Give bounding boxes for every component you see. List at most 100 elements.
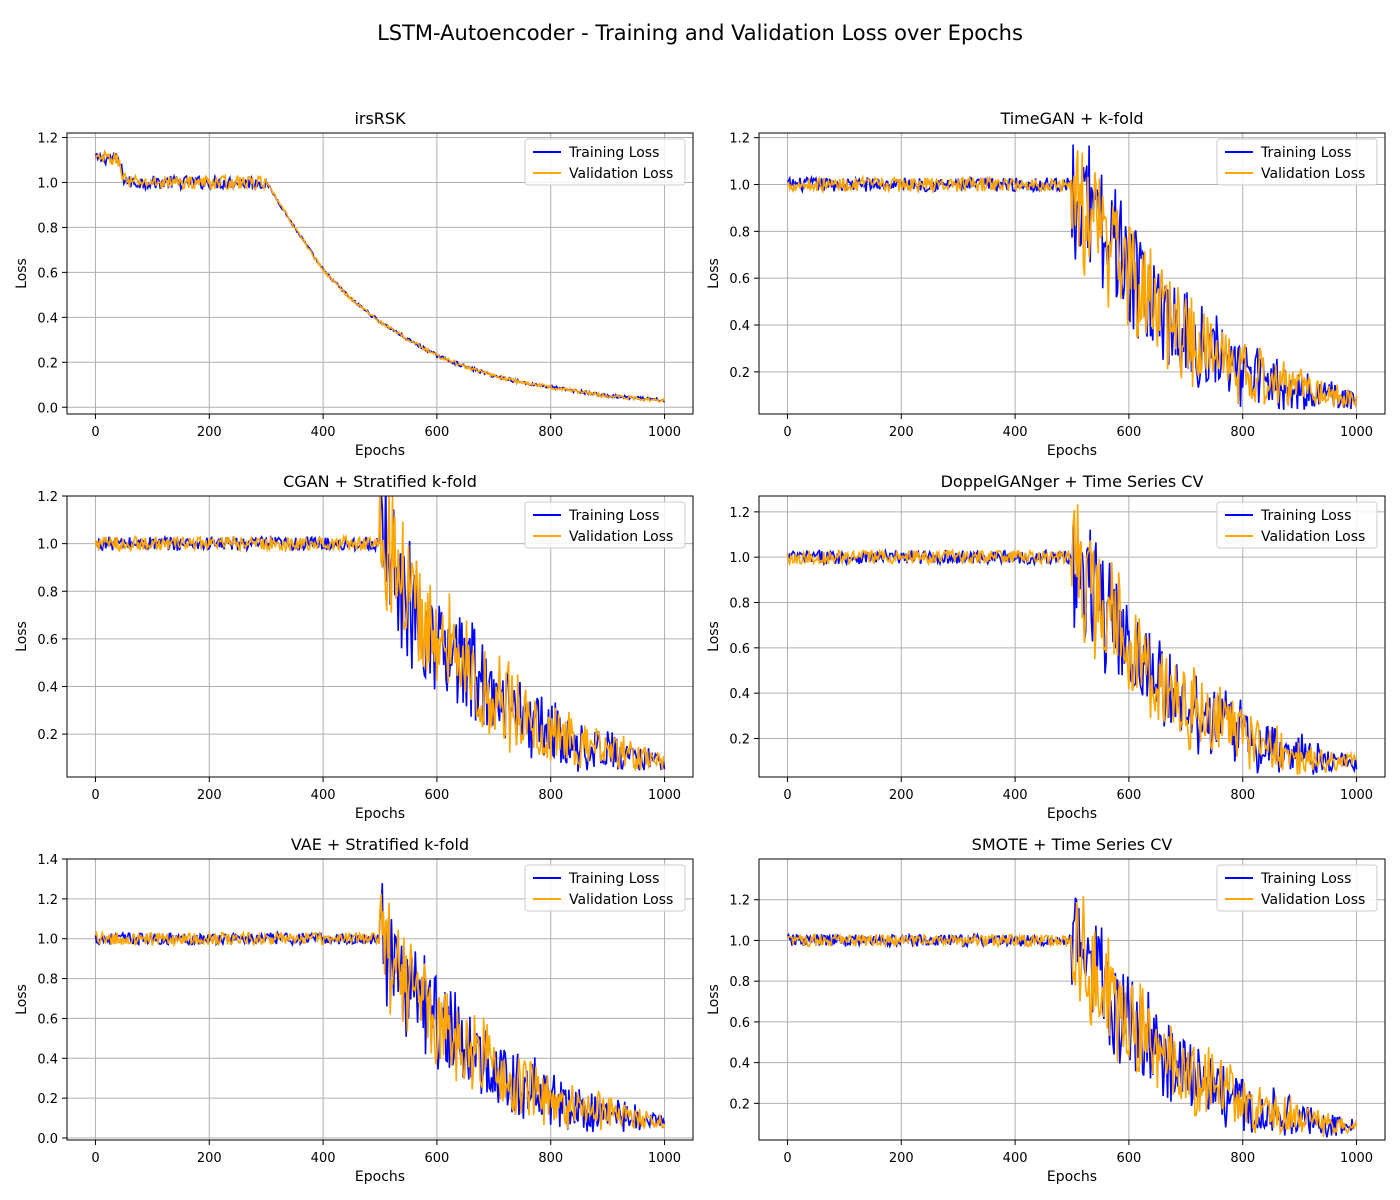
subplot-title: TimeGAN + k-fold (999, 109, 1143, 128)
x-tick-label: 800 (538, 425, 563, 440)
plot-frame (758, 132, 1386, 415)
x-tick-label: 400 (311, 425, 336, 440)
y-tick-label: 0.4 (37, 1052, 58, 1067)
y-tick-label: 0.8 (729, 975, 750, 990)
legend-label: Validation Loss (569, 166, 673, 182)
x-tick-label: 0 (91, 425, 99, 440)
y-tick-label: 1.2 (37, 893, 58, 908)
y-tick-label: 0.0 (37, 401, 58, 416)
legend-label: Training Loss (568, 508, 659, 524)
legend: Training Loss Validation Loss (524, 864, 686, 912)
y-tick-label: 0.8 (729, 597, 750, 612)
series-line-validation (94, 894, 666, 1131)
x-axis-label: Epochs (355, 443, 405, 459)
legend-box (524, 864, 686, 912)
subplot-title: SMOTE + Time Series CV (972, 835, 1173, 854)
x-tick-label: 600 (1116, 425, 1141, 440)
plot-frame (66, 858, 694, 1141)
subplot-4: 0 200 400 600 800 1000 0.2 0.4 0.6 0.8 1.0 1.2 Doppe… (706, 472, 1386, 822)
x-tick-label: 1000 (1340, 1151, 1373, 1166)
x-axis-label: Epochs (1047, 1169, 1097, 1185)
x-axis-label: Epochs (1047, 806, 1097, 822)
legend-label: Training Loss (1260, 145, 1351, 161)
x-tick-label: 600 (424, 425, 449, 440)
y-axis-label: Loss (14, 984, 30, 1015)
x-tick-label: 1000 (1340, 788, 1373, 803)
legend-label: Validation Loss (1261, 529, 1365, 545)
plot-frame (66, 495, 694, 778)
x-tick-label: 1000 (1340, 425, 1373, 440)
legend-label: Training Loss (568, 145, 659, 161)
subplot-title: VAE + Stratified k-fold (291, 835, 469, 854)
x-tick-label: 1000 (648, 788, 681, 803)
y-tick-label: 1.0 (37, 933, 58, 948)
x-tick-label: 200 (889, 1151, 914, 1166)
subplot-title: CGAN + Stratified k-fold (283, 472, 477, 491)
y-tick-label: 0.6 (37, 633, 58, 648)
legend-box (1216, 138, 1378, 186)
y-tick-label: 0.4 (37, 681, 58, 696)
x-tick-label: 0 (91, 788, 99, 803)
x-axis-label: Epochs (355, 806, 405, 822)
x-tick-label: 600 (424, 1151, 449, 1166)
legend-label: Validation Loss (569, 892, 673, 908)
legend-label: Validation Loss (569, 529, 673, 545)
legend-label: Validation Loss (1261, 166, 1365, 182)
legend: Training Loss Validation Loss (1216, 864, 1378, 912)
y-tick-label: 0.4 (37, 311, 58, 326)
y-axis-label: Loss (14, 621, 30, 652)
legend-label: Training Loss (568, 871, 659, 887)
y-tick-label: 0.2 (37, 728, 58, 743)
y-tick-label: 0.6 (729, 642, 750, 657)
x-tick-label: 400 (1003, 425, 1028, 440)
series-line-validation (786, 150, 1358, 409)
x-tick-label: 600 (1116, 1151, 1141, 1166)
series-line-validation (786, 504, 1357, 775)
y-tick-label: 1.0 (37, 538, 58, 553)
series-line-validation (94, 496, 665, 772)
plot-frame (66, 132, 694, 415)
subplot-2: 0 200 400 600 800 1000 0.2 0.4 0.6 0.8 1.0 1.2 TimeG… (706, 109, 1386, 459)
subplot-3: 0 200 400 600 800 1000 0.2 0.4 0.6 0.8 1.0 1.2 CGAN … (14, 472, 694, 822)
y-tick-label: 1.2 (37, 131, 58, 146)
y-tick-label: 0.4 (729, 687, 750, 702)
legend: Training Loss Validation Loss (1216, 138, 1378, 186)
series-line-validation (787, 896, 1358, 1138)
x-tick-label: 800 (1230, 1151, 1255, 1166)
x-tick-label: 0 (783, 425, 791, 440)
x-tick-label: 1000 (648, 425, 681, 440)
x-axis-label: Epochs (1047, 443, 1097, 459)
x-tick-label: 800 (538, 1151, 563, 1166)
legend-box (1216, 501, 1378, 549)
y-tick-label: 0.2 (729, 732, 750, 747)
x-tick-label: 1000 (648, 1151, 681, 1166)
y-tick-label: 0.2 (729, 1097, 750, 1112)
y-axis-label: Loss (14, 258, 30, 289)
subplot-6: 0 200 400 600 800 1000 0.2 0.4 0.6 0.8 1.0 1.2 SMOTE… (706, 835, 1386, 1185)
y-tick-label: 1.0 (729, 934, 750, 949)
x-tick-label: 400 (1003, 1151, 1028, 1166)
legend: Training Loss Validation Loss (1216, 501, 1378, 549)
plot-frame (758, 495, 1386, 778)
y-tick-label: 1.2 (729, 132, 750, 147)
y-tick-label: 1.0 (37, 176, 58, 191)
x-tick-label: 600 (424, 788, 449, 803)
x-tick-label: 200 (197, 425, 222, 440)
y-tick-label: 0.4 (729, 319, 750, 334)
y-tick-label: 0.0 (37, 1132, 58, 1147)
x-tick-label: 200 (197, 788, 222, 803)
y-tick-label: 0.2 (37, 356, 58, 371)
legend-label: Validation Loss (1261, 892, 1365, 908)
x-tick-label: 200 (197, 1151, 222, 1166)
y-tick-label: 0.2 (37, 1092, 58, 1107)
y-tick-label: 1.0 (729, 179, 750, 194)
plot-frame (758, 858, 1386, 1141)
y-axis-label: Loss (706, 621, 722, 652)
x-tick-label: 200 (889, 788, 914, 803)
legend: Training Loss Validation Loss (524, 138, 686, 186)
x-tick-label: 200 (889, 425, 914, 440)
y-axis-label: Loss (706, 984, 722, 1015)
legend-box (524, 138, 686, 186)
subplot-title: DoppelGANger + Time Series CV (941, 472, 1204, 491)
